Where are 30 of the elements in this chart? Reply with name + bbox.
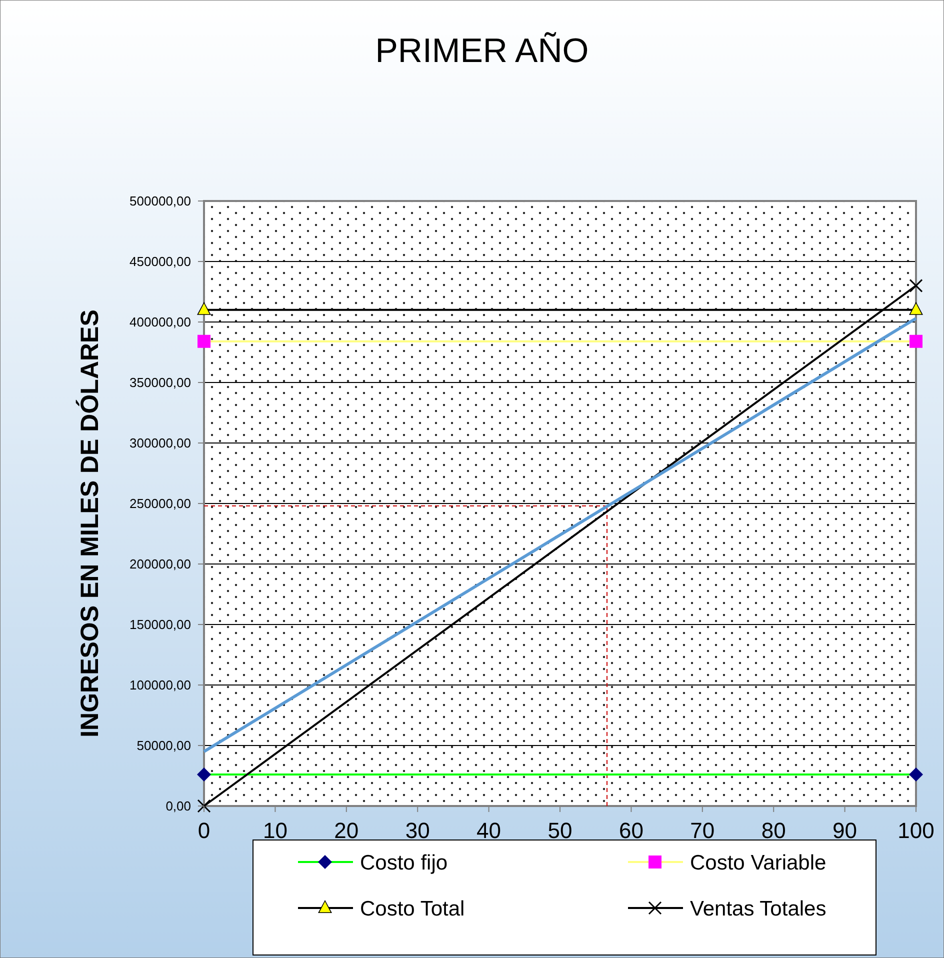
x-tick-label: 60: [618, 818, 644, 843]
y-axis-title: INGRESOS EN MILES DE DÓLARES: [75, 310, 104, 738]
y-tick-label: 150000,00: [130, 617, 191, 632]
x-tick-label: 70: [690, 818, 715, 843]
x-tick-label: 80: [761, 818, 786, 843]
legend-label: Costo fijo: [360, 851, 448, 874]
y-tick-label: 400000,00: [130, 314, 191, 330]
x-tick-label: 100: [898, 818, 934, 843]
y-tick-label: 350000,00: [130, 375, 191, 390]
x-tick-label: 90: [832, 818, 858, 843]
y-tick-label: 250000,00: [130, 496, 191, 512]
y-tick-label: 100000,00: [130, 678, 191, 693]
x-tick-label: 50: [548, 818, 572, 843]
x-tick-label: 10: [262, 818, 288, 843]
y-tick-label: 50000,00: [136, 738, 191, 754]
y-tick-label: 300000,00: [130, 436, 191, 451]
x-tick-label: 0: [198, 818, 210, 843]
legend-label: Costo Variable: [690, 851, 826, 874]
y-tick-label: 200000,00: [130, 556, 191, 572]
y-tick-label: 500000,00: [130, 194, 191, 209]
legend-label: Ventas Totales: [690, 897, 826, 920]
legend-label: Costo Total: [360, 897, 465, 920]
x-tick-label: 30: [405, 818, 430, 843]
y-tick-label: 0,00: [166, 798, 191, 814]
y-tick-label: 450000,00: [130, 254, 191, 270]
x-tick-label: 20: [334, 818, 359, 843]
x-tick-label: 40: [476, 818, 502, 843]
point: [197, 799, 211, 813]
point: [909, 278, 923, 292]
chart-title: PRIMER AÑO: [375, 32, 589, 70]
